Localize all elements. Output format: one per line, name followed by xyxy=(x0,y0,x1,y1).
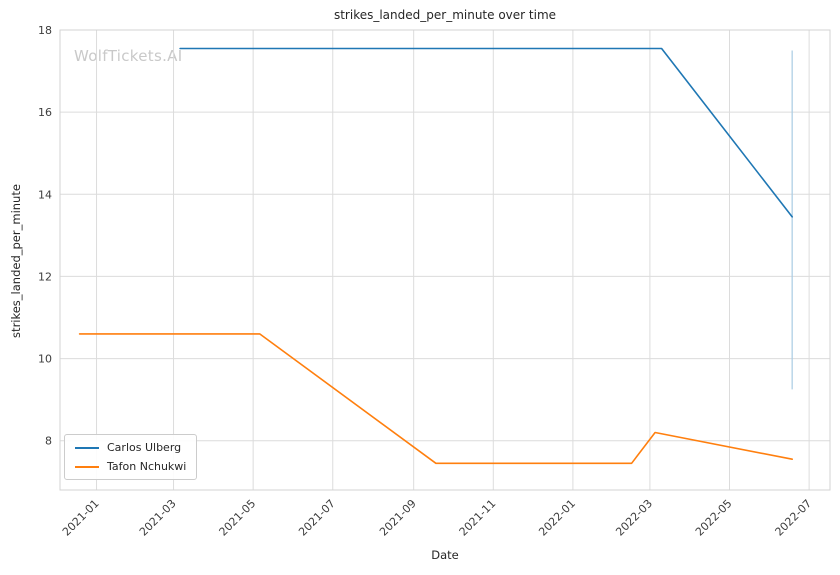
x-tick-label: 2021-05 xyxy=(217,497,259,539)
legend-label-tafon-nchukwi: Tafon Nchukwi xyxy=(107,460,187,473)
legend-line-swatch-blue xyxy=(75,446,99,449)
x-tick-label: 2022-01 xyxy=(536,497,578,539)
x-tick-label: 2022-07 xyxy=(773,497,815,539)
plot-border xyxy=(59,29,831,491)
x-tick-label: 2021-07 xyxy=(296,497,338,539)
y-tick-label: 10 xyxy=(38,353,52,366)
x-tick-label: 2022-03 xyxy=(613,497,655,539)
legend-item-carlos-ulberg: Carlos Ulberg xyxy=(75,441,186,454)
series-line-tafon-nchukwi xyxy=(78,333,794,465)
chart-title: strikes_landed_per_minute over time xyxy=(333,8,557,22)
y-tick-label: 12 xyxy=(38,270,52,283)
y-tick-label: 14 xyxy=(38,188,52,201)
y-tick-label: 8 xyxy=(45,435,52,448)
x-axis-label: Date xyxy=(431,548,459,562)
x-tick-label: 2021-09 xyxy=(377,497,419,539)
series-line-carlos-ulberg xyxy=(179,47,794,218)
x-tick-label: 2022-05 xyxy=(693,497,735,539)
legend: Carlos Ulberg Tafon Nchukwi xyxy=(64,434,198,480)
y-tick-label: 18 xyxy=(38,24,52,37)
legend-item-tafon-nchukwi: Tafon Nchukwi xyxy=(75,460,186,473)
x-tick-label: 2021-01 xyxy=(60,497,102,539)
watermark: WolfTickets.AI xyxy=(74,47,183,65)
y-tick-label: 16 xyxy=(38,106,52,119)
legend-label-carlos-ulberg: Carlos Ulberg xyxy=(107,441,182,454)
legend-line-swatch-orange xyxy=(75,465,99,468)
x-tick-label: 2021-03 xyxy=(137,497,179,539)
x-tick-label: 2021-11 xyxy=(457,497,499,539)
